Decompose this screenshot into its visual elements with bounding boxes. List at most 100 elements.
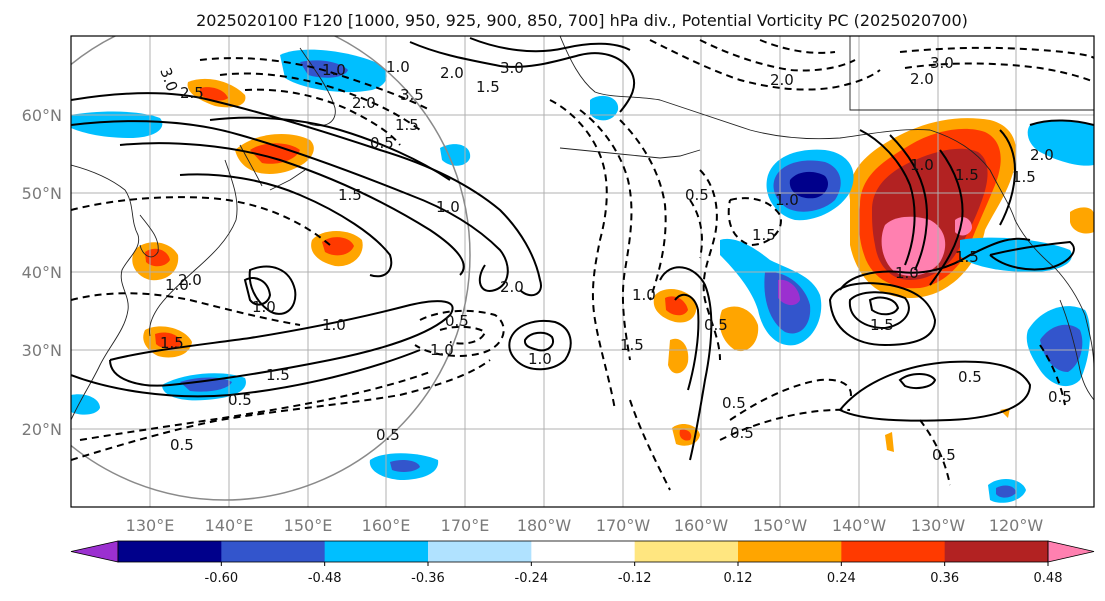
- lon-label: 170°W: [596, 516, 651, 535]
- solid-contour-21: [889, 134, 928, 271]
- contour-label: 1.0: [895, 264, 919, 282]
- lat-label: 60°N: [22, 106, 62, 125]
- coast-alaska: [559, 36, 1016, 221]
- contour-label: 1.0: [910, 156, 934, 174]
- contour-label: 1.0: [775, 191, 799, 209]
- lon-label: 160°W: [674, 516, 729, 535]
- dashed-contours: [71, 39, 1094, 491]
- colorbar-segment: [428, 541, 532, 562]
- solid-contour-10: [109, 300, 454, 387]
- solid-contour-13: [523, 331, 554, 352]
- colorbar-extend-max: [1047, 540, 1095, 563]
- colorbar-segment: [634, 541, 739, 562]
- contour-label: 2.0: [440, 64, 464, 82]
- map-title: 2025020100 F120 [1000, 950, 925, 900, 85…: [196, 11, 968, 30]
- colorbar-tick-label: 0.36: [930, 571, 959, 586]
- lon-label: 140°E: [205, 516, 254, 535]
- solid-contour-15: [674, 293, 700, 391]
- colorbar-segment: [221, 541, 326, 562]
- contour-label: 2.0: [1030, 146, 1054, 164]
- shade-blue-120w-15n: [996, 485, 1016, 498]
- gridlines: [71, 36, 1094, 507]
- shade-red-165w-35n: [665, 296, 688, 316]
- colorbar-tick-label: -0.12: [618, 571, 652, 586]
- contour-label: 1.0: [430, 341, 454, 359]
- lon-label: 120°W: [989, 516, 1044, 535]
- contour-label: 0.5: [228, 391, 252, 409]
- contour-label: 1.0: [252, 298, 276, 316]
- colorbar-tick-label: 0.24: [827, 571, 856, 586]
- solid-contour-11: [71, 349, 421, 398]
- solid-contour-22: [929, 149, 964, 286]
- solid-contour-7: [469, 37, 631, 53]
- shade-red-140e-62n: [200, 87, 228, 101]
- dashed-contour-18: [759, 39, 836, 54]
- map-border: [70, 35, 1095, 508]
- lon-label: 160°E: [362, 516, 411, 535]
- dashed-contour-2: [219, 72, 421, 131]
- dashed-contour-11: [579, 109, 633, 361]
- colorbar-segment: [841, 541, 946, 562]
- solid-contour-26: [898, 373, 937, 389]
- contour-label: 0.5: [722, 394, 746, 412]
- colorbar-extend-min: [70, 540, 119, 563]
- solid-contour-1: [71, 92, 542, 297]
- solid-contour-9: [243, 277, 272, 306]
- contour-label: 1.0: [165, 276, 189, 294]
- colorbar-segment: [738, 541, 842, 562]
- dashed-contour-4: [71, 196, 331, 246]
- colorbar-tick-label: 0.12: [724, 571, 753, 586]
- lon-label: 170°E: [441, 516, 490, 535]
- shade-red-145e-55n: [250, 143, 300, 164]
- shade-blue-165e-15n: [390, 459, 420, 472]
- lon-label: 130°E: [126, 516, 175, 535]
- dashed-contour-15: [727, 197, 782, 247]
- solid-contour-24: [1029, 119, 1094, 126]
- shade-positive-135w-20n: [885, 432, 894, 452]
- lon-label: 150°W: [753, 516, 808, 535]
- lat-label: 50°N: [22, 184, 62, 203]
- shade-negative-120w-55n: [1027, 120, 1094, 166]
- lat-label: 40°N: [22, 263, 62, 282]
- lon-label: 180°W: [517, 516, 572, 535]
- dashed-contour-1: [199, 57, 431, 111]
- coast-canada-border: [849, 36, 1094, 111]
- colorbar-tick-label: -0.60: [205, 571, 239, 586]
- colorbar-segment: [324, 541, 429, 562]
- contour-label: 0.5: [685, 186, 709, 204]
- shade-red-132e-40n: [145, 248, 170, 267]
- lat-label: 20°N: [22, 420, 62, 439]
- colorbar-segment: [531, 541, 636, 562]
- contour-label: 3.0: [500, 59, 524, 77]
- solid-contour-18: [848, 291, 910, 330]
- solid-contour-3: [119, 142, 465, 276]
- shade-positive-155w-32n: [719, 306, 759, 352]
- shade-red-133e-31n: [155, 332, 182, 349]
- contour-label: 0.5: [170, 436, 194, 454]
- shade-negative-125e-22n: [71, 394, 100, 415]
- solid-contour-16: [839, 237, 1031, 291]
- solid-contour-19: [868, 296, 900, 316]
- dashed-contour-25: [629, 399, 671, 491]
- solid-contour-25: [838, 360, 1032, 422]
- colorbar-outline: [117, 540, 1049, 563]
- lat-label: 30°N: [22, 341, 62, 360]
- lon-label: 150°E: [284, 516, 333, 535]
- dashed-contour-8: [414, 309, 505, 357]
- solid-contour-4: [179, 173, 393, 278]
- longitude-labels: 130°E 140°E 150°E 160°E 170°E 180°W 170°…: [126, 516, 1044, 535]
- contour-label: 0.5: [445, 312, 469, 330]
- shade-red-158e-42n: [322, 237, 354, 256]
- coast-east-asia: [71, 164, 140, 421]
- contour-label: 0.5: [932, 446, 956, 464]
- shade-purple-150w-37n: [778, 279, 800, 306]
- contour-label: 2.0: [352, 94, 376, 112]
- shade-navy-150w-50n: [789, 171, 829, 199]
- contour-label: 1.5: [955, 166, 979, 184]
- shade-negative-155e-62n-small: [590, 95, 619, 121]
- solid-contour-27: [989, 240, 1075, 271]
- contour-label: 0.5: [704, 316, 728, 334]
- dashed-contour-16: [649, 39, 881, 91]
- contour-label: 1.5: [1012, 168, 1036, 186]
